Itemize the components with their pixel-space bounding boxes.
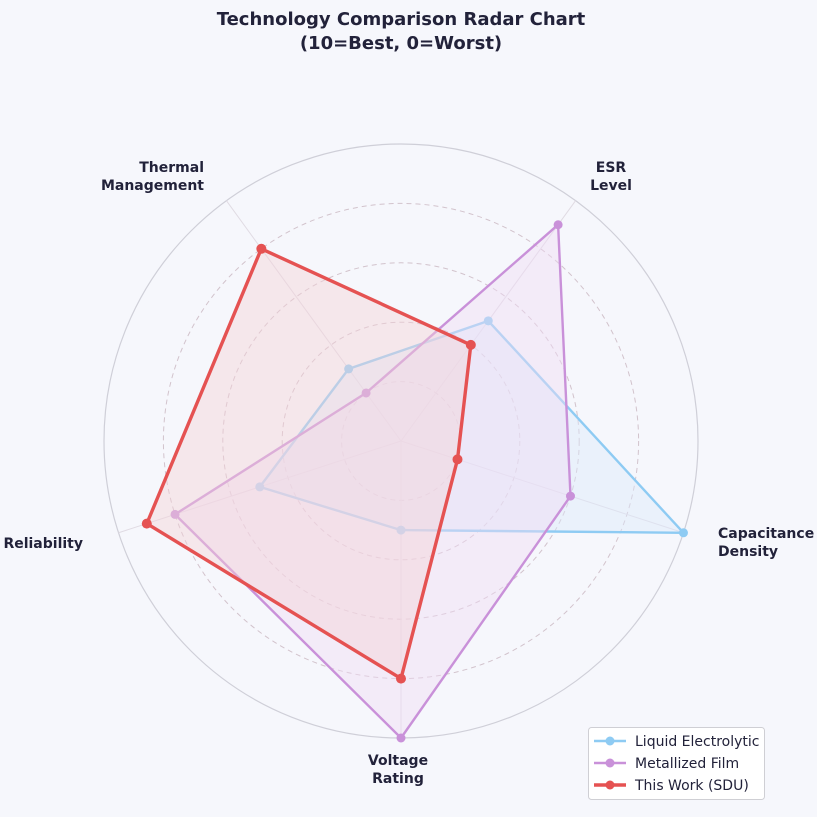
series-area — [175, 224, 571, 738]
legend-label-2: This Work (SDU) — [634, 778, 749, 794]
axis-label-0-line-1: Density — [718, 544, 778, 560]
chart-title: Technology Comparison Radar Chart (10=Be… — [217, 9, 586, 54]
axis-label-3-line-0: Reliability — [3, 536, 83, 552]
legend-label-1: Metallized Film — [635, 756, 739, 772]
data-point-2 — [344, 364, 354, 374]
chart-title-line-2: (10=Best, 0=Worst) — [300, 33, 502, 54]
data-point-1 — [465, 339, 476, 350]
legend-marker-1 — [605, 758, 615, 768]
series-line — [145, 247, 473, 681]
axis-labels: Capacitance Density ESR Level Thermal Managem… — [3, 160, 814, 787]
grid-ring-4 — [281, 321, 521, 561]
series-line — [258, 319, 685, 534]
axis-label-4-line-1: Rating — [372, 771, 424, 787]
series-1 — [170, 220, 575, 743]
data-point-3 — [141, 518, 152, 529]
legend-marker-0 — [605, 736, 615, 746]
series-line — [173, 223, 572, 740]
data-point-2 — [361, 388, 371, 398]
radar-series — [141, 220, 688, 743]
data-point-4 — [396, 525, 406, 535]
axis-label-1-line-1: Level — [590, 178, 632, 194]
legend-marker-2 — [605, 780, 615, 790]
legend-box — [588, 727, 765, 800]
data-point-2 — [256, 243, 267, 254]
series-area — [259, 320, 684, 533]
legend-label-0: Liquid Electrolytic — [635, 734, 759, 750]
axis-label-1-line-0: ESR — [596, 160, 627, 176]
data-point-3 — [255, 482, 265, 492]
data-point-3 — [170, 509, 180, 519]
series-2 — [141, 243, 476, 684]
axis-label-2-line-0: Thermal — [139, 160, 204, 176]
axis-label-4-line-0: Voltage — [368, 753, 428, 769]
data-point-0 — [565, 491, 575, 501]
data-point-1 — [553, 220, 563, 230]
data-point-0 — [452, 454, 463, 465]
axis-label-2-line-1: Management — [101, 178, 204, 194]
legend: Liquid Electrolytic Metallized Film This W… — [588, 727, 765, 800]
grid-spoke-0 — [400, 440, 684, 534]
data-point-4 — [396, 673, 406, 684]
axis-label-0-line-0: Capacitance — [718, 526, 814, 542]
series-0 — [255, 316, 688, 538]
data-point-1 — [483, 316, 493, 326]
grid-spoke-2 — [226, 200, 402, 442]
chart-title-line-1: Technology Comparison Radar Chart — [217, 9, 586, 30]
data-point-0 — [678, 528, 688, 538]
data-point-4 — [396, 733, 406, 743]
